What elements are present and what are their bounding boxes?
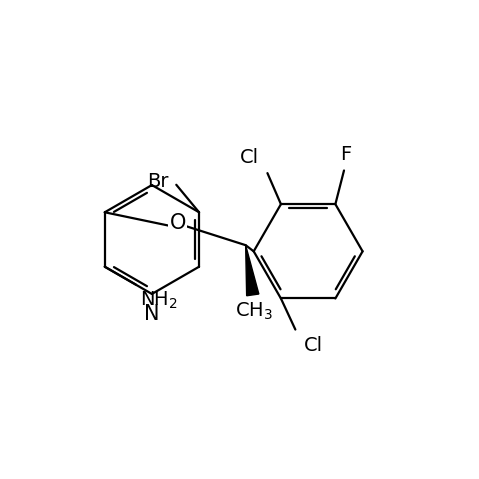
Text: N: N bbox=[144, 304, 160, 324]
Text: CH$_3$: CH$_3$ bbox=[235, 301, 273, 322]
Text: Cl: Cl bbox=[240, 148, 259, 168]
Text: Cl: Cl bbox=[303, 336, 322, 355]
Text: NH$_2$: NH$_2$ bbox=[140, 290, 178, 311]
Text: O: O bbox=[170, 213, 186, 233]
Polygon shape bbox=[246, 245, 259, 296]
Text: F: F bbox=[340, 145, 351, 164]
Text: Br: Br bbox=[147, 172, 168, 192]
